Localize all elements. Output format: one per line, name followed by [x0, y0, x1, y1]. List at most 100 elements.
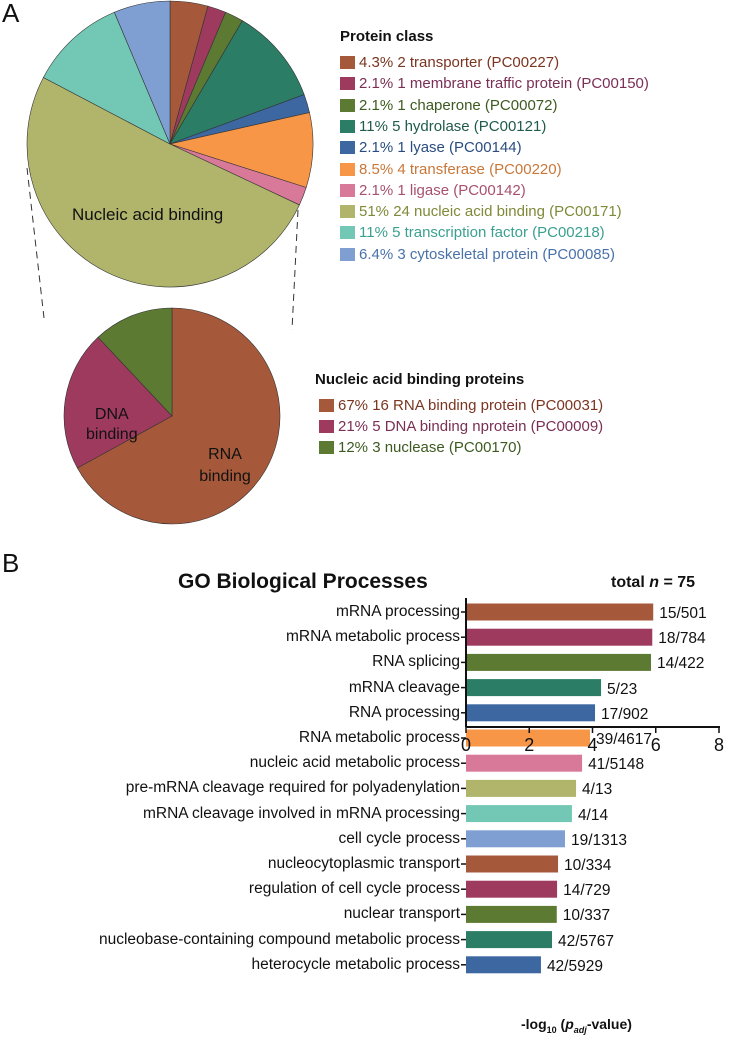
x-tick-label: 4 [587, 735, 598, 755]
bar [466, 830, 565, 848]
pie-slice-label: DNA binding [86, 406, 138, 443]
legend-label: 2.1% 1 membrane traffic protein (PC00150… [359, 75, 649, 93]
legend-item: 4.3% 2 transporter (PC00227) [340, 54, 559, 71]
category-label: RNA splicing [372, 653, 460, 671]
protein-class-legend-title: Protein class [340, 28, 434, 45]
bar [466, 931, 553, 949]
category-label: nuclear transport [343, 905, 460, 923]
legend-item: 11% 5 transcription factor (PC00218) [340, 224, 605, 241]
legend-item: 2.1% 1 chaperone (PC00072) [340, 97, 557, 114]
data-label: 39/4617 [595, 731, 652, 748]
bar [466, 880, 558, 898]
bar [466, 754, 583, 772]
category-label: nucleobase-containing compound metabolic… [98, 930, 460, 948]
x-tick-label: 8 [713, 735, 725, 755]
category-label: RNA processing [348, 703, 460, 721]
data-label: 14/422 [657, 655, 705, 673]
legend-label: 2.1% 1 chaperone (PC00072) [359, 96, 558, 114]
data-label: 10/334 [564, 857, 612, 874]
zoom-connector-line [291, 209, 299, 331]
category-label: cell cycle process [338, 829, 460, 847]
legend-swatch [340, 247, 355, 261]
data-label: 18/784 [658, 630, 706, 648]
data-label: 4/13 [582, 781, 613, 799]
bar [466, 956, 541, 974]
bar [466, 679, 602, 697]
legend-swatch [340, 98, 355, 112]
data-label: 42/5767 [558, 932, 615, 950]
category-label: nucleic acid metabolic process [249, 754, 460, 772]
panel-label-a: A [2, 0, 20, 28]
legend-label: 51% 24 nucleic acid binding (PC00171) [359, 203, 622, 221]
nucleic-legend-title: Nucleic acid binding proteins [315, 371, 525, 388]
bar [466, 628, 653, 646]
category-label: mRNA processing [335, 603, 460, 620]
category-label: heterocycle metabolic process [251, 955, 461, 973]
pie-slice-label: RNA binding [199, 446, 251, 485]
zoom-connector-line [26, 167, 45, 319]
x-tick-label: 2 [524, 735, 535, 755]
bar-chart-title: GO Biological Processes [178, 570, 428, 593]
protein-class-slice [169, 20, 305, 145]
legend-item: 21% 5 DNA binding nprotein (PC00009) [319, 418, 603, 435]
legend-item: 2.1% 1 membrane traffic protein (PC00150… [340, 75, 649, 92]
legend-item: 2.1% 1 lyase (PC00144) [340, 139, 522, 156]
bar [466, 855, 559, 873]
total-annotation: total n = 75 [611, 574, 696, 591]
legend-item: 51% 24 nucleic acid binding (PC00171) [340, 203, 622, 220]
legend-swatch [340, 162, 355, 176]
data-label: 42/5929 [546, 957, 603, 975]
legend-item: 67% 16 RNA binding protein (PC00031) [319, 397, 603, 414]
bar [466, 905, 557, 923]
data-label: 5/23 [607, 680, 638, 698]
data-label: 41/5148 [588, 756, 645, 774]
category-label: mRNA metabolic process [285, 628, 460, 646]
data-label: 10/337 [562, 907, 611, 925]
legend-label: 67% 16 RNA binding protein (PC00031) [338, 397, 604, 414]
category-label: mRNA cleavage involved in mRNA processin… [142, 804, 460, 822]
pie-slice-label: Nucleic acid binding [72, 205, 224, 224]
x-tick-label: 0 [460, 735, 472, 755]
legend-label: 12% 3 nuclease (PC00170) [338, 439, 522, 456]
legend-label: 2.1% 1 ligase (PC00142) [359, 181, 526, 199]
legend-item: 2.1% 1 ligase (PC00142) [340, 182, 526, 199]
legend-swatch [340, 56, 355, 69]
bar [466, 603, 654, 621]
bar [466, 653, 652, 671]
data-label: 4/14 [577, 806, 609, 824]
bar [466, 805, 572, 823]
bar [466, 779, 577, 797]
protein-class-slice [43, 11, 171, 145]
legend-item: 8.5% 4 transferase (PC00220) [340, 161, 562, 178]
legend-item: 6.4% 3 cytoskeletal protein (PC00085) [340, 246, 615, 263]
legend-label: 11% 5 transcription factor (PC00218) [359, 224, 605, 242]
nucleic-binding-slice [76, 307, 281, 525]
category-label: mRNA cleavage [348, 678, 460, 696]
legend-label: 2.1% 1 lyase (PC00144) [359, 139, 522, 157]
category-label: RNA metabolic process [298, 729, 460, 746]
data-label: 17/902 [601, 705, 649, 723]
category-label: nucleocytoplasmic transport [267, 855, 460, 872]
legend-label: 8.5% 4 transferase (PC00220) [359, 160, 562, 178]
nucleic-binding-slice [97, 307, 173, 417]
legend-swatch [319, 441, 334, 454]
legend-label: 4.3% 2 transporter (PC00227) [359, 54, 560, 71]
data-label: 19/1313 [570, 831, 628, 849]
legend-item: 12% 3 nuclease (PC00170) [319, 439, 521, 456]
legend-swatch [319, 420, 334, 433]
nucleic-binding-slice [63, 336, 173, 469]
x-tick-label: 6 [650, 735, 661, 755]
protein-class-slice [113, 0, 171, 145]
bar [466, 729, 590, 747]
legend-item: 11% 5 hydrolase (PC00121) [340, 118, 546, 135]
legend-swatch [340, 183, 355, 197]
legend-swatch [340, 226, 355, 240]
legend-swatch [319, 399, 334, 412]
category-label: pre-mRNA cleavage required for polyadeny… [125, 779, 460, 797]
panel-label-b: B [2, 548, 20, 578]
legend-swatch [340, 141, 355, 155]
data-label: 14/729 [563, 882, 611, 900]
legend-swatch [340, 77, 355, 91]
